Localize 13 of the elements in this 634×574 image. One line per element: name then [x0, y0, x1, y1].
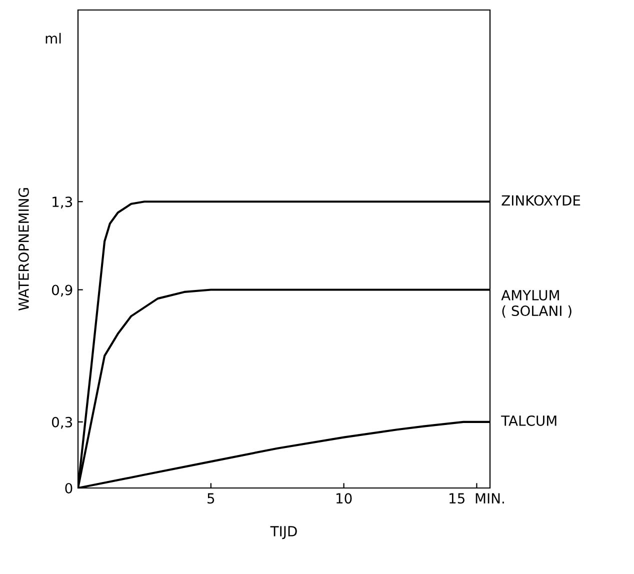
- y-axis-title: WATEROPNEMING: [18, 188, 29, 311]
- x-axis-title: TIJD: [270, 526, 297, 540]
- y-tick-label: 0,3: [52, 416, 72, 429]
- series-label: ZINKOXYDE: [502, 195, 580, 206]
- x-tick-label: 5: [208, 493, 214, 504]
- x-tick-label: 10: [336, 493, 352, 504]
- x-tick-label: 15 MIN.: [450, 493, 504, 504]
- series-label: TALCUM: [501, 415, 556, 426]
- y-tick-label: 0: [65, 482, 72, 494]
- text: ml: [46, 32, 61, 44]
- series-label: AMYLUM ( SOLANI ): [501, 290, 572, 318]
- y-tick-label: 0,9: [52, 284, 72, 297]
- y-tick-label: 1,3: [52, 196, 72, 209]
